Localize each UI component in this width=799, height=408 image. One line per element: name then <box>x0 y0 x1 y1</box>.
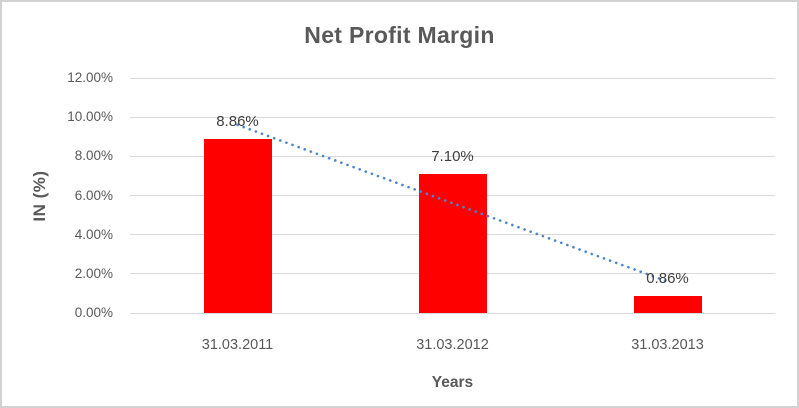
bar-data-label: 0.86% <box>646 270 689 288</box>
y-axis-tick-label: 0.00% <box>74 305 113 320</box>
y-axis-tick-label: 8.00% <box>74 148 113 164</box>
bar-31.03.2013 <box>633 296 702 313</box>
x-axis-tick-label: 31.03.2011 <box>201 337 274 353</box>
y-axis-tick-label: 4.00% <box>74 226 113 242</box>
x-axis-tick-label: 31.03.2013 <box>631 337 704 353</box>
y-axis-tick-label: 10.00% <box>67 109 113 125</box>
y-axis-tick-label: 6.00% <box>74 187 113 203</box>
gridline <box>130 312 775 314</box>
bar-31.03.2012 <box>418 173 487 313</box>
x-axis-tick-label: 31.03.2012 <box>416 337 489 353</box>
gridline <box>130 77 775 79</box>
chart-title: Net Profit Margin <box>304 22 495 48</box>
bar-data-label: 8.86% <box>216 113 259 131</box>
gridline <box>130 116 775 118</box>
y-axis-tick-label: 12.00% <box>67 70 113 85</box>
bar-data-label: 7.10% <box>431 147 474 165</box>
bar-31.03.2011 <box>203 139 272 313</box>
x-axis-title: Years <box>431 374 474 391</box>
y-axis-tick-label: 2.00% <box>74 265 113 281</box>
